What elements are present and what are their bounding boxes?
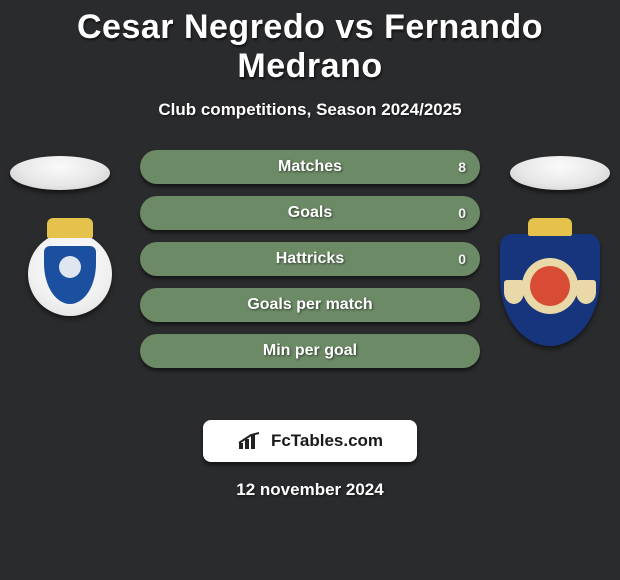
right-player-slot [510, 156, 610, 190]
stat-label: Min per goal [140, 334, 480, 368]
brand-box[interactable]: FcTables.com [203, 420, 417, 462]
stat-right-value: 0 [458, 242, 466, 276]
right-club-crest [500, 234, 600, 334]
stat-pill-hattricks: Hattricks 0 [140, 242, 480, 276]
stat-right-value: 8 [458, 150, 466, 184]
page-title: Cesar Negredo vs Fernando Medrano [0, 0, 620, 86]
stat-pill-goals: Goals 0 [140, 196, 480, 230]
stat-right-value: 0 [458, 196, 466, 230]
stat-label: Goals per match [140, 288, 480, 322]
stat-pill-matches: Matches 8 [140, 150, 480, 184]
comparison-arena: Matches 8 Goals 0 Hattricks 0 Goals per … [0, 150, 620, 410]
stat-pill-min-per-goal: Min per goal [140, 334, 480, 368]
stat-pill-list: Matches 8 Goals 0 Hattricks 0 Goals per … [140, 150, 480, 380]
bar-chart-icon [237, 431, 265, 451]
stat-label: Hattricks [140, 242, 480, 276]
brand-text: FcTables.com [271, 431, 383, 451]
left-player-slot [10, 156, 110, 190]
stat-pill-goals-per-match: Goals per match [140, 288, 480, 322]
stat-label: Goals [140, 196, 480, 230]
left-club-crest [20, 220, 120, 320]
date-text: 12 november 2024 [0, 480, 620, 500]
stat-label: Matches [140, 150, 480, 184]
subtitle: Club competitions, Season 2024/2025 [0, 100, 620, 120]
